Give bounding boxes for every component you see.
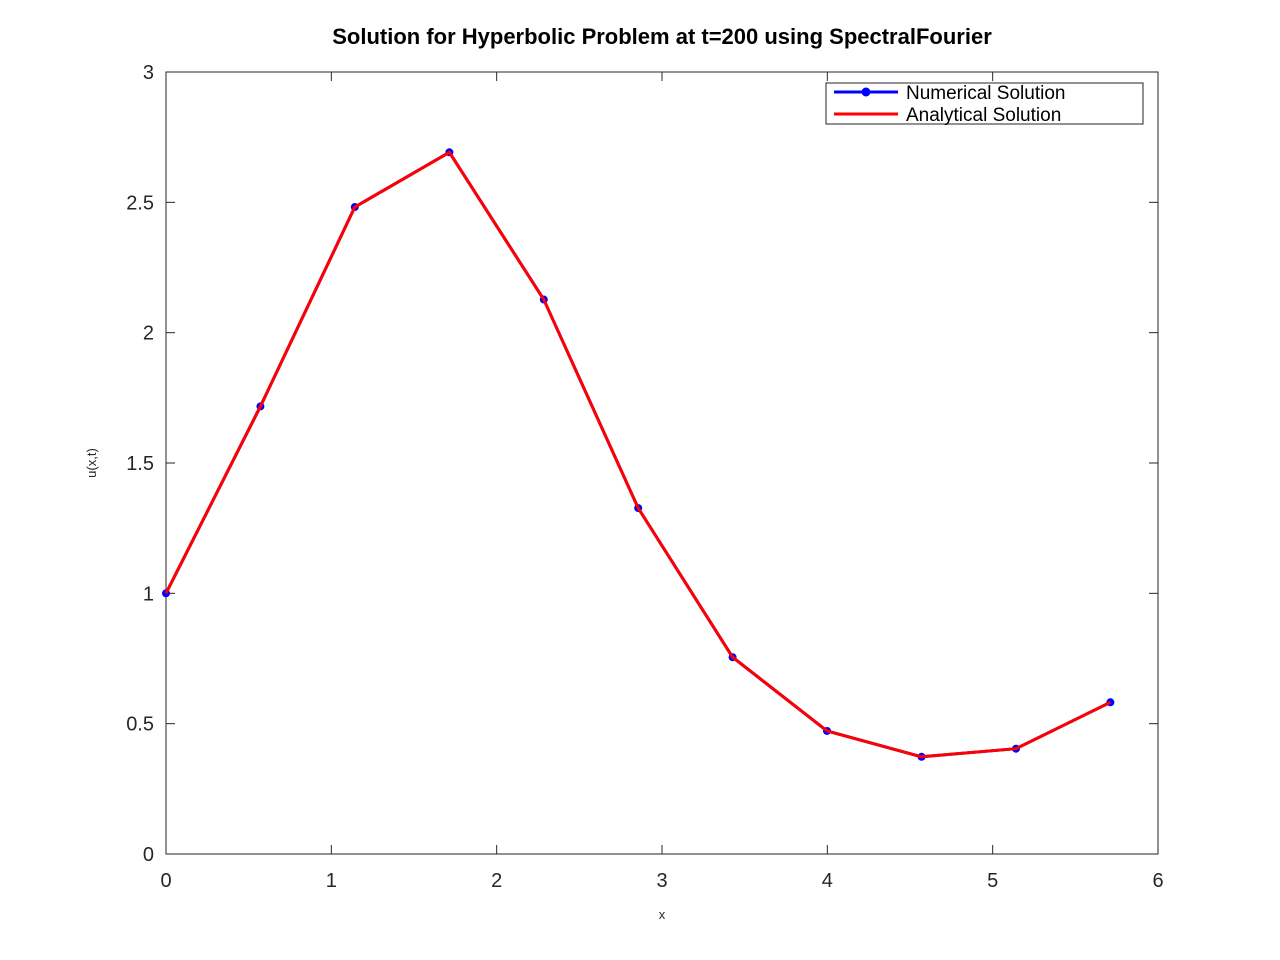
legend-marker-numerical — [861, 87, 871, 97]
y-axis: 0 0.5 1 1.5 2 2.5 3 — [126, 62, 1158, 866]
legend-label-analytical: Analytical Solution — [906, 105, 1061, 126]
y-tick-label: 2 — [143, 323, 154, 345]
x-tick-label: 3 — [656, 870, 667, 892]
legend: Numerical Solution Analytical Solution — [825, 82, 1144, 126]
x-tick-label: 4 — [822, 870, 833, 892]
y-tick-label: 0.5 — [126, 714, 154, 736]
x-tick-label: 2 — [491, 870, 502, 892]
x-axis: 0 1 2 3 4 5 6 — [160, 72, 1164, 892]
y-tick-label: 0 — [143, 844, 154, 866]
chart-title: Solution for Hyperbolic Problem at t=200… — [332, 24, 992, 49]
y-axis-label: u(x,t) — [84, 448, 99, 478]
y-tick-label: 2.5 — [126, 192, 154, 214]
x-tick-label: 6 — [1152, 870, 1163, 892]
y-tick-label: 1 — [143, 583, 154, 605]
y-tick-label: 1.5 — [126, 453, 154, 475]
x-tick-label: 0 — [160, 870, 171, 892]
legend-label-numerical: Numerical Solution — [906, 83, 1065, 104]
plot-area — [165, 71, 1159, 855]
series-line-analytical — [164, 150, 1112, 759]
legend-box — [825, 82, 1144, 125]
x-tick-label: 1 — [326, 870, 337, 892]
x-tick-label: 5 — [987, 870, 998, 892]
series-layer — [162, 148, 1115, 761]
y-tick-label: 3 — [143, 62, 154, 84]
x-axis-label: x — [659, 907, 666, 922]
